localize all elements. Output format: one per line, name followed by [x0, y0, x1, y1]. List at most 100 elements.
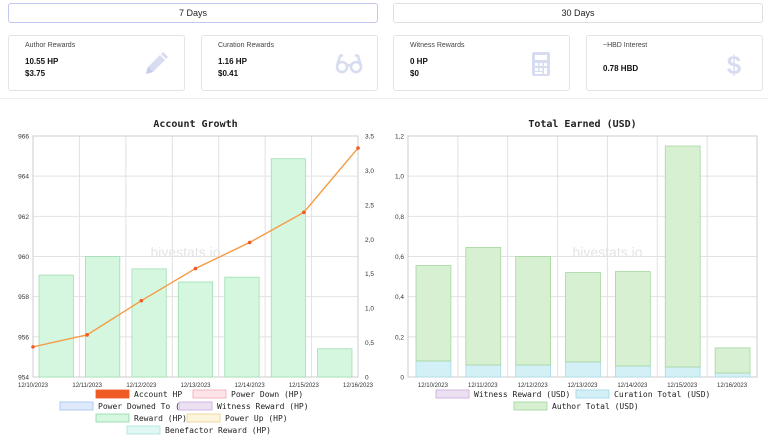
y-left-tick-label: 960: [18, 254, 29, 261]
curation-bar: [565, 361, 601, 378]
card-title: Witness Rewards: [410, 42, 465, 49]
y-right-tick-label: 1,5: [365, 271, 374, 278]
y-tick-label: 1,2: [395, 134, 404, 141]
author-rewards-card: Author Rewards 10.55 HP $3.75: [8, 35, 185, 91]
x-tick-label: 12/14/2023: [617, 383, 648, 389]
tab-7-days[interactable]: 7 Days: [8, 3, 378, 23]
x-tick-label: 12/12/2023: [518, 383, 549, 389]
curation-bar: [465, 364, 502, 378]
x-tick-label: 12/15/2023: [289, 383, 320, 389]
watermark: hivestats.io: [572, 244, 642, 260]
card-title: ~HBD Interest: [603, 42, 648, 49]
witness-rewards-card: Witness Rewards 0 HP $0: [393, 35, 570, 91]
y-left-tick-label: 956: [18, 334, 29, 341]
x-tick-label: 12/10/2023: [418, 383, 449, 389]
chart-title: Total Earned (USD): [528, 119, 636, 130]
chart-title: Account Growth: [153, 119, 237, 130]
x-tick-label: 12/12/2023: [126, 383, 157, 389]
card-title: Curation Rewards: [218, 42, 275, 49]
x-tick-label: 12/10/2023: [18, 383, 49, 389]
y-right-tick-label: 0,5: [365, 340, 374, 347]
legend-swatch: [575, 389, 610, 399]
svg-text:$: $: [727, 50, 742, 78]
reward-bar: [38, 274, 74, 378]
author-bar: [465, 247, 502, 366]
legend-label: Benefactor Reward (HP): [165, 426, 271, 435]
calculator-icon: [532, 52, 550, 76]
legend-swatch: [95, 413, 130, 423]
author-bar: [615, 271, 651, 367]
legend-label: Author Total (USD): [552, 402, 639, 411]
curation-rewards-card: Curation Rewards 1.16 HP $0.41: [201, 35, 378, 91]
y-right-tick-label: 2,0: [365, 237, 374, 244]
legend-swatch: [126, 425, 161, 435]
legend-label: Power Up (HP): [225, 414, 288, 423]
y-left-tick-label: 958: [18, 294, 29, 301]
card-value-hp: 0 HP: [410, 57, 428, 66]
legend-label: Witness Reward (HP): [217, 402, 309, 411]
author-bar: [415, 265, 452, 362]
tab-30-days[interactable]: 30 Days: [393, 3, 763, 23]
reward-bar: [177, 281, 214, 378]
legend-swatch: [513, 401, 548, 411]
card-value-usd: $3.75: [25, 69, 46, 78]
card-value-usd: $0: [410, 69, 419, 78]
legend-swatch: [178, 401, 213, 411]
curation-bar: [714, 372, 751, 378]
legend-swatch: [59, 401, 94, 411]
hbd-interest-card: ~HBD Interest 0.78 HBD $: [586, 35, 763, 91]
reward-bar: [85, 256, 121, 378]
legend-swatch: [192, 389, 227, 399]
account-hp-point: [247, 240, 252, 245]
y-left-tick-label: 966: [18, 134, 29, 141]
author-bar: [515, 256, 551, 366]
watermark: hivestats.io: [150, 244, 220, 260]
y-left-tick-label: 954: [18, 375, 29, 382]
card-value-hbd: 0.78 HBD: [603, 64, 639, 73]
y-tick-label: 0,8: [395, 214, 404, 221]
account-hp-point: [139, 298, 144, 303]
curation-bar: [415, 360, 452, 378]
legend-label: Account HP: [134, 390, 182, 399]
legend-label: Power Down (HP): [231, 390, 303, 399]
section-divider: [0, 98, 768, 99]
reward-bar: [131, 268, 167, 378]
card-value-hp: 1.16 HP: [218, 57, 247, 66]
legend-swatch: [186, 413, 221, 423]
legend-swatch: [95, 389, 130, 399]
card-value-usd: $0.41: [218, 69, 239, 78]
glasses-icon: [335, 53, 363, 74]
account-hp-point: [31, 345, 35, 349]
curation-bar: [615, 365, 651, 378]
y-tick-label: 0: [400, 375, 404, 382]
account-hp-point: [356, 146, 360, 150]
card-title: Author Rewards: [25, 42, 76, 49]
curation-bar: [664, 366, 701, 378]
y-tick-label: 0,2: [395, 334, 404, 341]
dollar-icon: $: [727, 50, 742, 78]
y-right-tick-label: 3,0: [365, 168, 374, 175]
y-right-tick-label: 0: [365, 375, 369, 382]
account-growth-chart: Account Growth 954 956 958 960 962 964 966 0 0,5 1…: [18, 119, 374, 435]
y-tick-label: 0,6: [395, 254, 404, 261]
y-right-tick-label: 2,5: [365, 202, 374, 209]
account-hp-point: [302, 210, 306, 215]
y-right-tick-label: 3,5: [365, 134, 374, 141]
y-tick-label: 1,0: [395, 174, 404, 181]
curation-bar: [515, 364, 551, 378]
y-left-tick-label: 964: [18, 174, 29, 181]
x-tick-label: 12/16/2023: [343, 383, 374, 389]
x-tick-label: 12/11/2023: [72, 383, 102, 389]
legend-label: Curation Total (USD): [614, 390, 710, 399]
x-tick-label: 12/14/2023: [235, 383, 266, 389]
x-tick-label: 12/15/2023: [667, 383, 698, 389]
y-left-tick-label: 962: [18, 214, 29, 221]
legend-label: Reward (HP): [134, 414, 187, 423]
author-bar: [714, 347, 751, 374]
y-tick-label: 0,4: [395, 294, 404, 301]
x-tick-label: 12/13/2023: [567, 383, 598, 389]
author-bar: [565, 272, 601, 363]
account-hp-point: [193, 266, 198, 271]
legend-label: Witness Reward (USD): [474, 390, 570, 399]
total-earned-chart: Total Earned (USD) 0 0,2 0,4 0,6 0,8 1,0 1,2 hiv…: [395, 119, 758, 411]
